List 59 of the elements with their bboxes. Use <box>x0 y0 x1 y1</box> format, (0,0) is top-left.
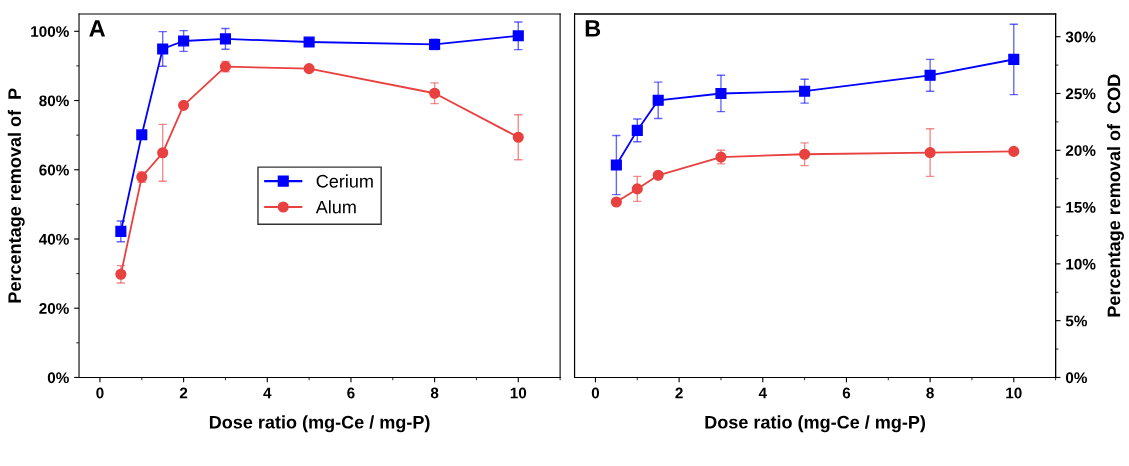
chart-title: A <box>89 20 106 37</box>
x-tick-label: 6 <box>347 387 355 399</box>
y-tick-label: 60% <box>39 164 69 176</box>
point <box>512 131 524 143</box>
point <box>303 36 315 48</box>
y-tick-label: 0% <box>47 372 69 384</box>
x-tick-label: 2 <box>179 387 188 399</box>
point <box>157 43 169 55</box>
x-tick-label: 10 <box>1006 387 1022 399</box>
y2-tick-label: 20% <box>1065 145 1096 156</box>
point <box>1008 145 1020 157</box>
x-tick-label: 8 <box>430 387 439 399</box>
y2-tick-label: 5% <box>1065 315 1088 327</box>
point <box>715 87 727 100</box>
point <box>429 87 441 99</box>
point <box>157 147 169 159</box>
x-axis-title: Dose ratio (mg-Ce / mg-P) <box>209 415 430 433</box>
x-tick-label: 4 <box>263 387 272 399</box>
x-tick-label: 0 <box>591 387 600 399</box>
point <box>924 147 936 159</box>
y2-tick-label: 15% <box>1066 201 1096 213</box>
point <box>924 69 936 81</box>
y2-tick-label: 10% <box>1066 258 1096 270</box>
point <box>799 148 811 160</box>
y2-axis-title: Percentage removal of COD <box>1107 74 1124 317</box>
x-tick-label: 8 <box>926 387 934 399</box>
y-axis-title: Percentage removal of P <box>7 88 25 303</box>
point <box>610 196 622 208</box>
point <box>115 268 127 280</box>
x-tick-label: 4 <box>758 387 767 399</box>
point <box>652 169 664 181</box>
point <box>799 85 811 97</box>
point <box>303 63 315 75</box>
chart-title: B <box>585 20 601 37</box>
y-tick-label: 80% <box>39 95 69 107</box>
point <box>178 35 190 47</box>
point <box>631 183 643 195</box>
point <box>631 124 643 136</box>
x-tick-label: 6 <box>842 387 851 399</box>
legend-label: Alum <box>315 200 356 214</box>
point <box>610 159 622 171</box>
point <box>219 33 232 45</box>
point <box>115 225 127 237</box>
point <box>652 94 664 106</box>
x-tick-label: 0 <box>96 387 104 399</box>
point <box>1008 53 1020 65</box>
point <box>512 30 524 42</box>
point <box>178 99 190 111</box>
legend-label: Cerium <box>316 174 373 188</box>
y2-tick-label: 30% <box>1065 31 1096 43</box>
x-tick-label: 2 <box>675 387 683 399</box>
y-tick-label: 40% <box>38 233 69 245</box>
y-tick-label: 100% <box>31 26 69 37</box>
y-tick-label: 20% <box>39 303 69 314</box>
x-axis-title: Dose ratio (mg-Ce / mg-P) <box>705 415 926 433</box>
x-tick-label: 10 <box>510 387 527 399</box>
point <box>136 129 148 141</box>
y2-tick-label: 0% <box>1065 372 1088 384</box>
y2-tick-label: 25% <box>1065 88 1096 100</box>
